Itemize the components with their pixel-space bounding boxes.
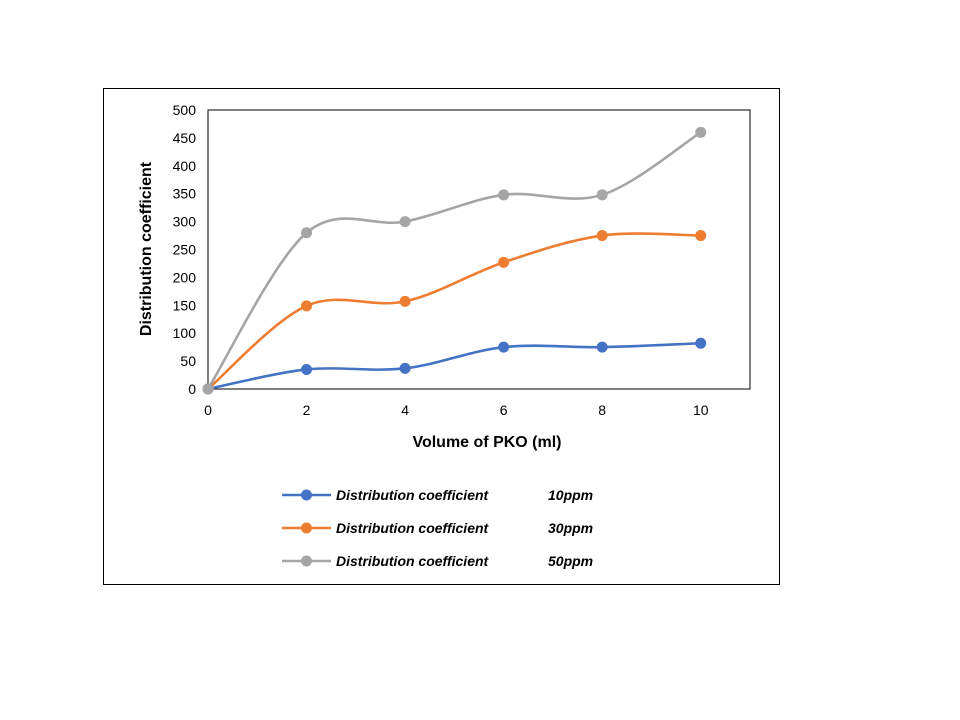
y-tick-label: 100 (173, 325, 197, 341)
x-tick-label: 6 (500, 402, 508, 418)
x-axis-ticks: 0 2 4 6 8 10 (204, 402, 709, 418)
data-point-50ppm (695, 126, 707, 138)
legend-swatch-marker (301, 555, 312, 567)
y-tick-label: 50 (180, 353, 196, 369)
data-point-30ppm (301, 300, 313, 312)
data-point-50ppm (301, 227, 313, 239)
y-tick-label: 450 (173, 130, 197, 146)
data-point-30ppm (498, 256, 510, 268)
data-point-10ppm (498, 341, 510, 353)
plot-area (207, 109, 751, 390)
data-point-10ppm (596, 341, 608, 353)
x-tick-label: 8 (598, 402, 606, 418)
y-tick-label: 250 (173, 242, 197, 258)
data-point-10ppm (695, 337, 707, 349)
y-tick-label: 150 (173, 297, 197, 313)
series-group (202, 126, 707, 395)
y-axis-title: Distribution coefficient (138, 161, 155, 336)
series-line-30ppm (207, 232, 701, 390)
y-tick-label: 350 (173, 186, 197, 202)
data-point-50ppm (596, 189, 608, 201)
legend-swatch-marker (301, 522, 312, 534)
data-point-50ppm (202, 383, 214, 395)
x-tick-label: 4 (401, 402, 409, 418)
legend-swatch-marker (301, 489, 312, 501)
legend-series-name: Distribution coefficient (336, 553, 490, 569)
x-tick-label: 0 (204, 402, 212, 418)
x-tick-label: 2 (303, 402, 311, 418)
y-tick-label: 200 (173, 269, 197, 285)
y-tick-label: 400 (173, 158, 197, 174)
legend-series-concentration: 50ppm (548, 553, 593, 569)
data-point-30ppm (695, 230, 707, 242)
x-axis-title: Volume of PKO (ml) (412, 434, 561, 451)
y-tick-label: 300 (173, 214, 197, 230)
data-point-50ppm (498, 189, 510, 201)
data-point-30ppm (399, 295, 411, 307)
series-line-10ppm (207, 341, 701, 391)
data-point-30ppm (596, 230, 608, 242)
chart-frame: 0 50 100 150 200 250 300 350 400 450 500 0 2 4 6 8 10 D… (103, 88, 780, 585)
y-tick-label: 500 (173, 102, 197, 118)
legend: Distribution coefficient 10ppm Distributio… (282, 487, 593, 569)
legend-series-name: Distribution coefficient (336, 487, 490, 503)
legend-series-concentration: 10ppm (548, 487, 593, 503)
line-chart: 0 50 100 150 200 250 300 350 400 450 500 0 2 4 6 8 10 D… (138, 102, 751, 569)
series-line-50ppm (206, 131, 702, 390)
data-point-10ppm (301, 363, 313, 375)
data-point-50ppm (399, 216, 411, 228)
legend-series-name: Distribution coefficient (336, 520, 490, 536)
legend-series-concentration: 30ppm (548, 520, 593, 536)
data-point-10ppm (399, 362, 411, 374)
x-tick-label: 10 (693, 402, 709, 418)
y-tick-label: 0 (188, 381, 196, 397)
y-axis-ticks: 0 50 100 150 200 250 300 350 400 450 500 (173, 102, 197, 397)
